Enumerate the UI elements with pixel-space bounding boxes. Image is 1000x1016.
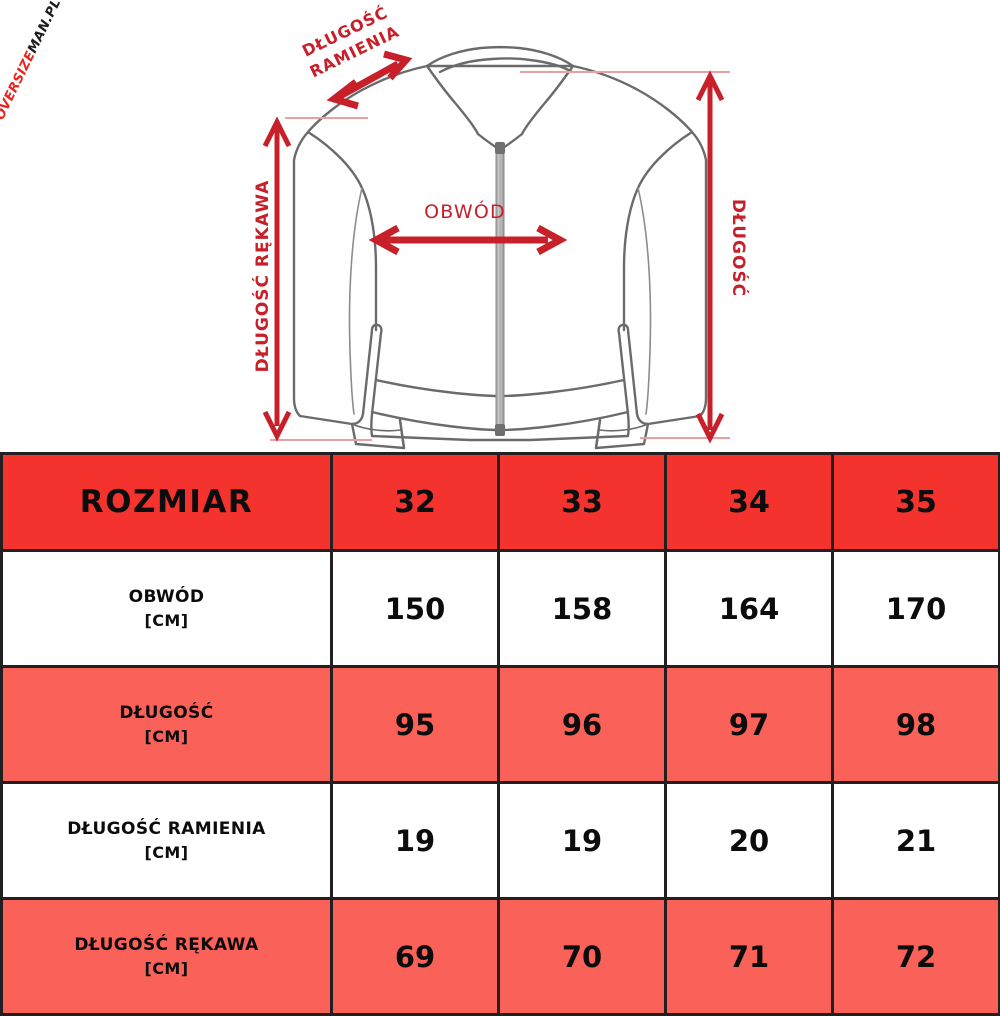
- cell-rekaw-32: 69: [330, 897, 500, 1016]
- chest-measure-arrow: [368, 224, 568, 256]
- header-cell-size-2: 33: [497, 452, 667, 552]
- shoulder-measure-arrow: [326, 50, 413, 110]
- cell-dlugosc-33: 96: [497, 665, 667, 784]
- metric-label-dlugosc-ramienia: DŁUGOŚĆ RAMIENIA [CM]: [0, 781, 333, 900]
- metric-label-dlugosc: DŁUGOŚĆ [CM]: [0, 665, 333, 784]
- cell-obwod-35: 170: [831, 549, 1000, 668]
- cell-dlugosc-35: 98: [831, 665, 1000, 784]
- cell-obwod-34: 164: [664, 549, 834, 668]
- metric-unit: [CM]: [144, 959, 189, 979]
- cell-ramie-34: 20: [664, 781, 834, 900]
- label-dlugosc: DŁUGOŚĆ: [728, 199, 750, 297]
- cell-rekaw-35: 72: [831, 897, 1000, 1016]
- cell-ramie-32: 19: [330, 781, 500, 900]
- header-cell-size-3: 34: [664, 452, 834, 552]
- cell-ramie-35: 21: [831, 781, 1000, 900]
- size-chart-table: ROZMIAR 32 33 34 35 OBWÓD [CM] 150 158 1…: [0, 452, 1000, 1016]
- metric-name: DŁUGOŚĆ RĘKAWA: [74, 934, 259, 955]
- cell-obwod-32: 150: [330, 549, 500, 668]
- cell-rekaw-34: 71: [664, 897, 834, 1016]
- cell-dlugosc-32: 95: [330, 665, 500, 784]
- jacket-zipper: [495, 142, 505, 436]
- table-row: DŁUGOŚĆ RĘKAWA [CM] 69 70 71 72: [0, 897, 1000, 1016]
- metric-unit: [CM]: [144, 727, 189, 747]
- header-cell-size-4: 35: [831, 452, 1000, 552]
- sleeve-measure-arrow: [262, 116, 292, 442]
- cell-dlugosc-34: 97: [664, 665, 834, 784]
- metric-name: DŁUGOŚĆ: [119, 702, 214, 723]
- label-dlugosc-rekawa: DŁUGOŚĆ RĘKAWA: [251, 180, 273, 373]
- table-row: OBWÓD [CM] 150 158 164 170: [0, 549, 1000, 668]
- cell-ramie-33: 19: [497, 781, 667, 900]
- metric-unit: [CM]: [144, 611, 189, 631]
- diagram-guide-lines: [270, 71, 730, 441]
- metric-name: DŁUGOŚĆ RAMIENIA: [67, 818, 266, 839]
- metric-unit: [CM]: [144, 843, 189, 863]
- jacket-illustration: [292, 46, 708, 450]
- metric-name: OBWÓD: [128, 586, 205, 607]
- header-cell-rozmiar: ROZMIAR: [0, 452, 333, 552]
- garment-measurement-diagram: OBWÓD DŁUGOŚĆ DŁUGOŚĆ RĘKAWA DŁUGOŚĆ RAM…: [0, 0, 1000, 452]
- table-row: DŁUGOŚĆ RAMIENIA [CM] 19 19 20 21: [0, 781, 1000, 900]
- header-cell-size-1: 32: [330, 452, 500, 552]
- metric-label-obwod: OBWÓD [CM]: [0, 549, 333, 668]
- length-measure-arrow: [695, 70, 725, 444]
- cell-rekaw-33: 70: [497, 897, 667, 1016]
- metric-label-dlugosc-rekawa: DŁUGOŚĆ RĘKAWA [CM]: [0, 897, 333, 1016]
- table-header-row: ROZMIAR 32 33 34 35: [0, 452, 1000, 552]
- table-row: DŁUGOŚĆ [CM] 95 96 97 98: [0, 665, 1000, 784]
- measurement-arrows: [262, 50, 725, 444]
- label-obwod: OBWÓD: [424, 199, 506, 223]
- cell-obwod-33: 158: [497, 549, 667, 668]
